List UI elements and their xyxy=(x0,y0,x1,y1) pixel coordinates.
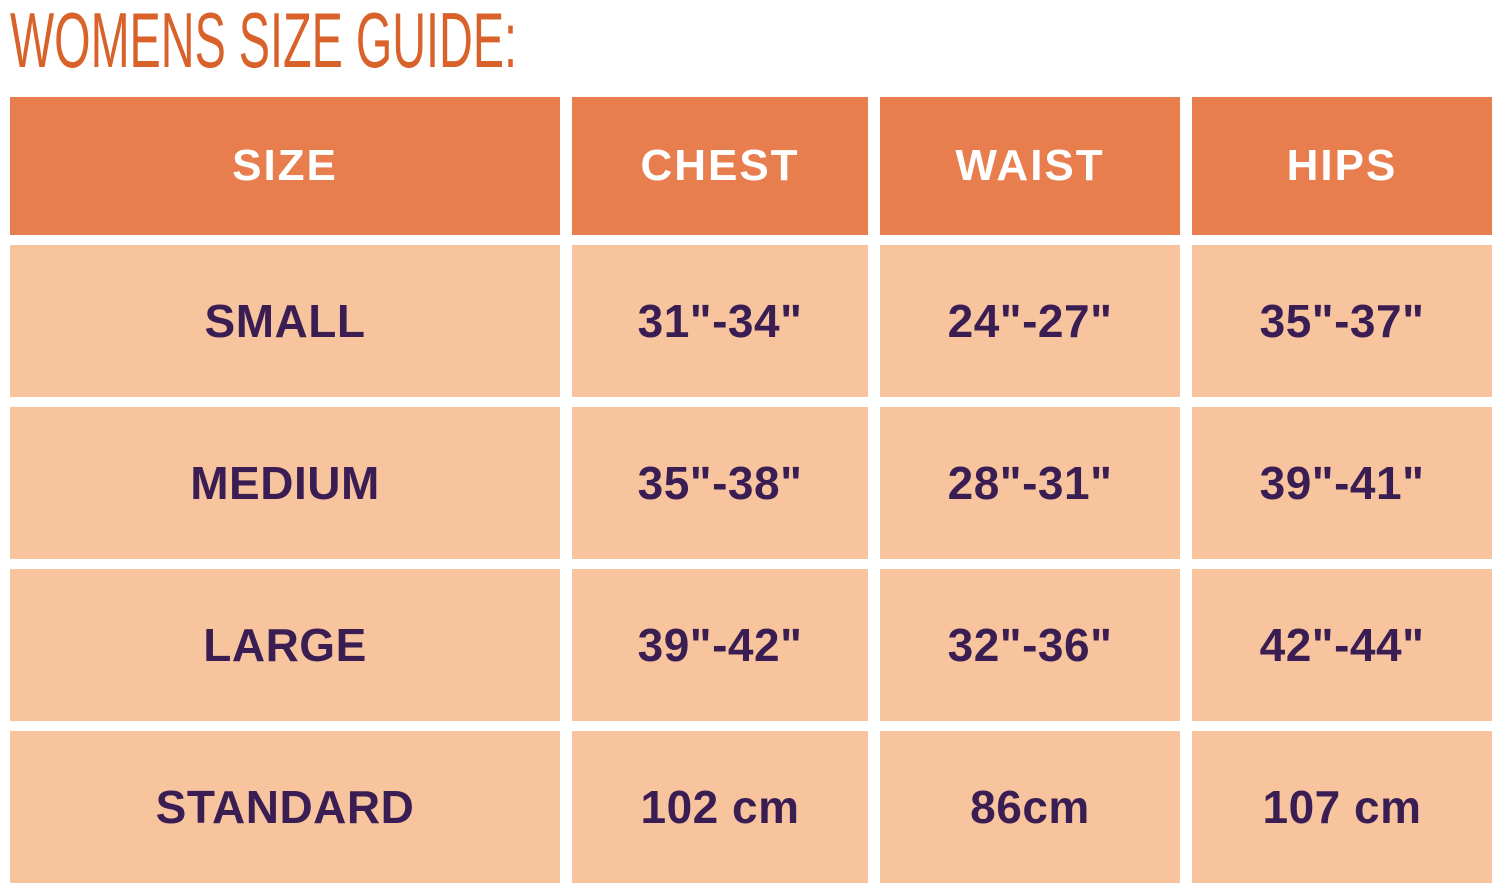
header-cell-chest: CHEST xyxy=(572,97,868,235)
table-cell-large-chest: 39"-42" xyxy=(572,569,868,721)
table-cell-large-size: LARGE xyxy=(10,569,560,721)
table-cell-small-chest: 31"-34" xyxy=(572,245,868,397)
table-cell-medium-waist: 28"-31" xyxy=(880,407,1180,559)
table-cell-large-hips: 42"-44" xyxy=(1192,569,1492,721)
header-cell-hips: HIPS xyxy=(1192,97,1492,235)
table-cell-standard-hips: 107 cm xyxy=(1192,731,1492,883)
table-cell-small-size: SMALL xyxy=(10,245,560,397)
table-cell-medium-hips: 39"-41" xyxy=(1192,407,1492,559)
table-cell-standard-chest: 102 cm xyxy=(572,731,868,883)
header-cell-waist: WAIST xyxy=(880,97,1180,235)
header-cell-size: SIZE xyxy=(10,97,560,235)
table-cell-small-hips: 35"-37" xyxy=(1192,245,1492,397)
table-cell-medium-chest: 35"-38" xyxy=(572,407,868,559)
table-cell-standard-waist: 86cm xyxy=(880,731,1180,883)
table-cell-small-waist: 24"-27" xyxy=(880,245,1180,397)
size-guide-table: SIZE CHEST WAIST HIPS SMALL 31"-34" 24"-… xyxy=(10,97,1492,883)
table-cell-medium-size: MEDIUM xyxy=(10,407,560,559)
table-cell-large-waist: 32"-36" xyxy=(880,569,1180,721)
table-cell-standard-size: STANDARD xyxy=(10,731,560,883)
page-title: WOMENS SIZE GUIDE: xyxy=(10,0,518,84)
